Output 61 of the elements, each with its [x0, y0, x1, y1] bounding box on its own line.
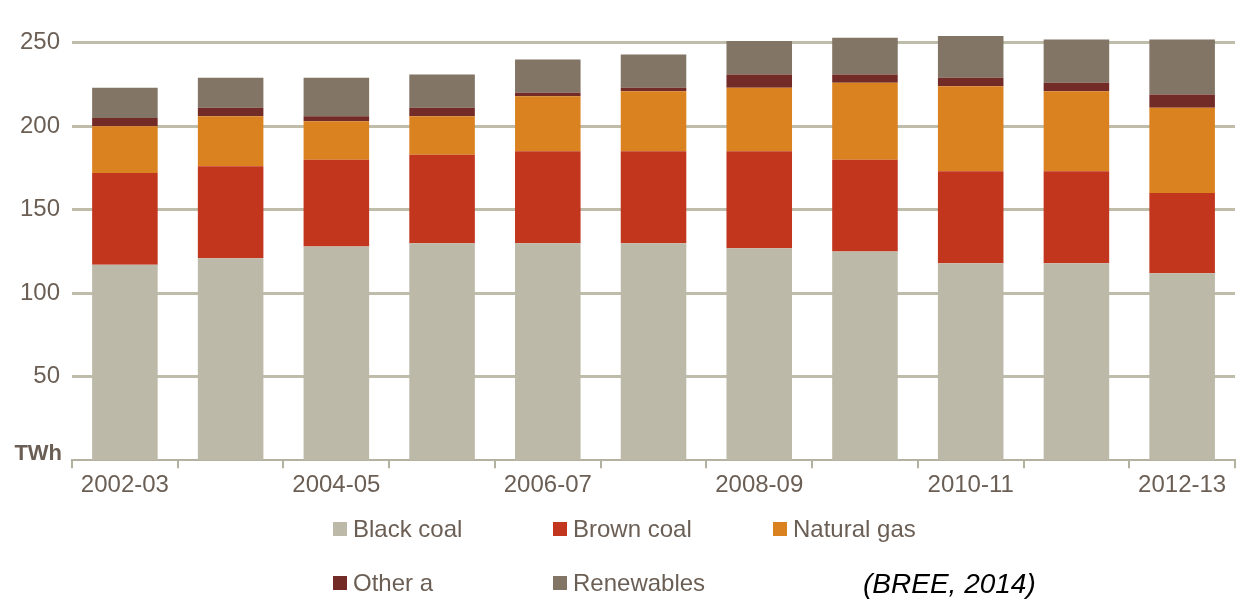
bar	[726, 41, 793, 75]
bar	[515, 151, 581, 244]
y-axis-title: TWh	[14, 440, 63, 466]
bar	[197, 116, 264, 167]
bar	[515, 96, 581, 152]
bar	[620, 151, 687, 244]
bar	[620, 91, 687, 152]
bar	[92, 126, 158, 173]
x-tick-label: 2008-09	[715, 470, 804, 498]
bar	[1149, 94, 1215, 108]
bar	[409, 154, 475, 244]
bar	[197, 166, 264, 259]
legend-label: Brown coal	[573, 515, 692, 543]
bar	[409, 74, 475, 108]
y-tick-label: 250	[20, 27, 61, 55]
bar	[1043, 82, 1110, 92]
text: (BREE, 2014)	[863, 568, 1036, 600]
y-tick-label: 100	[20, 277, 61, 305]
bar	[303, 121, 370, 160]
bar	[303, 159, 370, 247]
bar	[303, 77, 370, 117]
bar	[515, 92, 581, 97]
x-tick-label: 2010-11	[927, 470, 1014, 498]
bar	[1149, 107, 1215, 194]
bar	[197, 107, 264, 117]
bar	[832, 37, 898, 75]
bar	[197, 77, 264, 108]
bar	[409, 107, 475, 117]
y-tick-label: 50	[33, 361, 61, 389]
bar	[92, 87, 158, 118]
x-tick-label: 2012-13	[1138, 470, 1227, 498]
bar	[409, 116, 475, 155]
bar	[726, 87, 793, 152]
bar	[92, 172, 158, 265]
bar	[937, 86, 1004, 172]
bar	[937, 36, 1004, 78]
bar	[1149, 193, 1215, 274]
bar	[92, 117, 158, 127]
bar	[1149, 39, 1215, 95]
y-tick-label: 150	[20, 194, 61, 222]
x-tick-label: 2004-05	[292, 470, 381, 498]
bar	[726, 151, 793, 249]
bar	[832, 74, 898, 83]
bar	[832, 159, 898, 252]
y-tick-label: 200	[20, 110, 61, 138]
legend-label: Other a	[353, 569, 434, 597]
bar	[937, 77, 1004, 87]
legend-label: Renewables	[573, 569, 706, 597]
bar	[620, 54, 687, 88]
bar	[832, 82, 898, 160]
bar	[303, 116, 370, 122]
bar	[937, 171, 1004, 264]
x-tick-label: 2002-03	[80, 470, 169, 498]
bar	[1043, 91, 1110, 172]
x-tick-label: 2006-07	[503, 470, 592, 498]
bar	[515, 59, 581, 93]
bar	[1043, 39, 1110, 83]
legend-label: Black coal	[353, 515, 463, 543]
bar	[1043, 171, 1110, 264]
bar	[726, 74, 793, 88]
legend-label: Natural gas	[793, 515, 916, 543]
